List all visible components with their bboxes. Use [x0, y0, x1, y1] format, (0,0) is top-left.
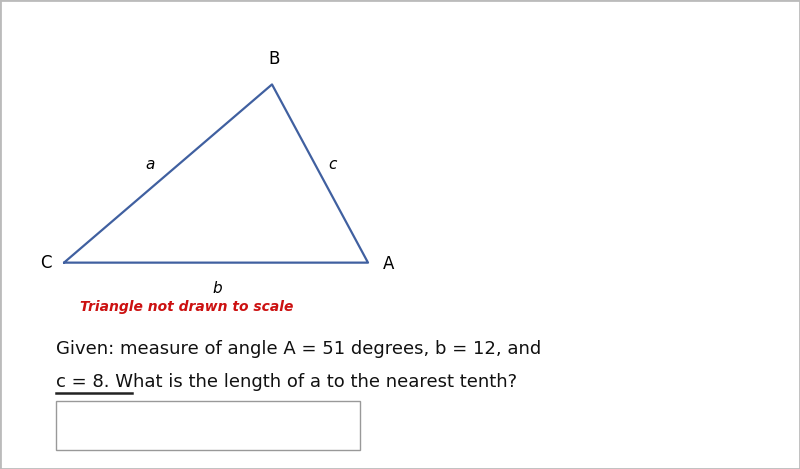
- FancyBboxPatch shape: [56, 401, 360, 450]
- Text: Triangle not drawn to scale: Triangle not drawn to scale: [80, 300, 294, 314]
- Text: a: a: [146, 157, 155, 172]
- Text: c = 8. What is the length of a to the nearest tenth?: c = 8. What is the length of a to the ne…: [56, 373, 517, 391]
- Text: Given: measure of angle A = 51 degrees, b = 12, and: Given: measure of angle A = 51 degrees, …: [56, 340, 542, 358]
- Text: B: B: [268, 50, 279, 68]
- Text: A: A: [382, 255, 394, 272]
- Text: b: b: [213, 281, 222, 296]
- Text: c: c: [328, 157, 336, 172]
- Text: C: C: [41, 254, 52, 272]
